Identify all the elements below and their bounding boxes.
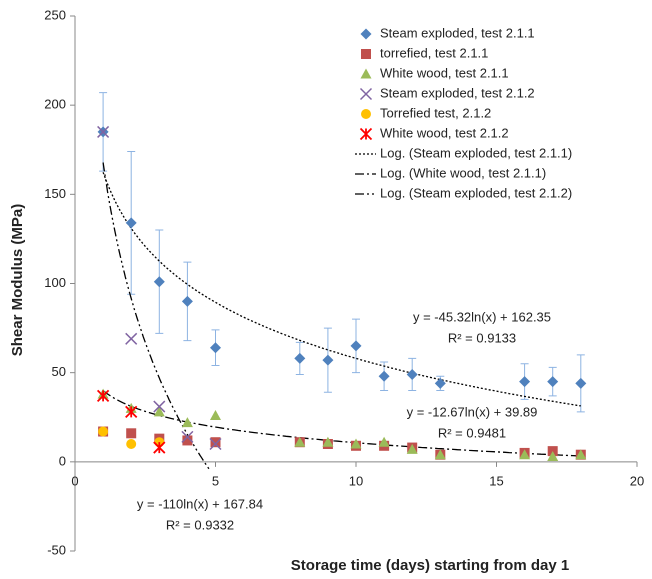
data-point [153,406,165,417]
data-point [97,125,110,138]
data-point [406,368,418,380]
data-point [350,340,362,352]
data-point [209,437,222,451]
data-point [406,443,418,454]
y-tick-label: 100 [44,275,66,290]
x-tick-label: 20 [630,473,644,488]
data-point [350,438,362,449]
y-tick-label: 50 [52,364,66,379]
data-point [181,295,193,307]
x-axis-title: Storage time (days) starting from day 1 [291,557,569,574]
y-axis-title: Shear Modulus (MPa) [9,204,26,357]
data-point [434,377,446,389]
legend-label: Steam exploded, test 2.1.1 [380,25,535,40]
data-point [547,450,559,461]
data-point [153,276,165,288]
y-tick-label: 150 [44,186,66,201]
data-point [575,449,587,460]
x-tick-label: 15 [489,473,503,488]
trendline [102,390,581,457]
data-point [126,439,137,449]
x-tick-label: 10 [349,473,363,488]
data-point [519,376,531,388]
data-point [434,449,446,460]
data-point [153,441,166,454]
trend-equation: y = -12.67ln(x) + 39.89 [407,404,538,419]
y-tick-label: 200 [44,97,66,112]
legend-label: torrefied, test 2.1.1 [380,45,488,60]
legend-marker [361,49,371,59]
legend-marker [360,68,372,79]
data-point [547,376,559,388]
data-point [181,417,193,428]
y-tick-label: -50 [47,542,66,557]
data-point [210,409,221,420]
trend-equation: y = -45.32ln(x) + 162.35 [413,309,551,324]
legend-marker [361,109,371,119]
data-point [378,370,390,382]
data-point [294,436,306,447]
legend-label: Log. (White wood, test 2.1.1) [380,165,546,180]
data-point [98,426,109,437]
legend-label: Log. (Steam exploded, test 2.1.1) [380,145,572,160]
data-point [181,430,194,443]
trendline [102,162,211,471]
x-tick-label: 5 [212,473,219,488]
legend-label: White wood, test 2.1.2 [380,125,509,140]
trend-r2: R² = 0.9481 [438,425,506,440]
trend-equation: y = -110ln(x) + 167.84 [137,496,263,511]
data-point [322,354,334,366]
data-point [182,435,193,446]
data-point [125,217,137,229]
legend-label: Steam exploded, test 2.1.2 [380,85,535,100]
legend-marker [359,127,373,141]
data-point [153,400,166,413]
data-point [322,436,334,447]
data-point [210,437,221,448]
trend-r2: R² = 0.9133 [448,330,516,345]
legend-label: White wood, test 2.1.1 [380,65,509,80]
data-point [96,389,110,402]
y-tick-label: 0 [59,453,66,468]
trendline [102,172,581,407]
data-point [125,332,138,345]
legend-label: Log. (Steam exploded, test 2.1.2) [380,185,572,200]
legend-marker [359,87,373,101]
trend-r2: R² = 0.9332 [166,517,234,532]
legend-marker [360,28,372,40]
data-point [575,377,587,389]
y-tick-label: 250 [44,7,66,22]
legend-label: Torrefied test, 2.1.2 [380,105,491,120]
data-point [519,449,531,460]
data-point [125,405,138,419]
data-point [378,436,390,447]
data-point [210,342,221,354]
data-point [126,428,137,439]
x-tick-label: 0 [71,473,78,488]
data-point [294,352,306,364]
